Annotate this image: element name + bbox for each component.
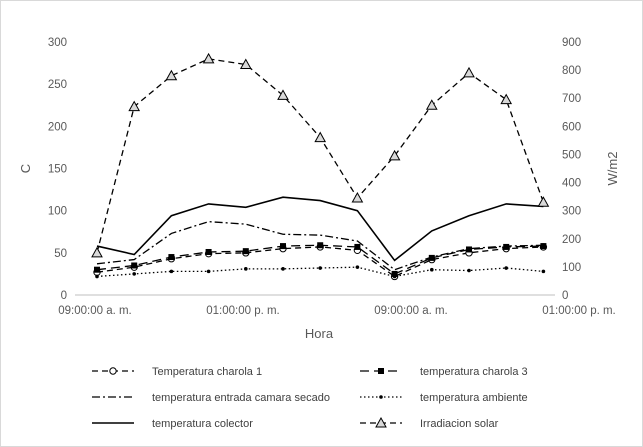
y-left-tick-label: 300 xyxy=(48,37,67,49)
data-point xyxy=(466,246,472,253)
legend-label: temperatura colector xyxy=(152,418,253,430)
data-point xyxy=(388,149,401,161)
y-right-tick-label: 0 xyxy=(562,290,568,302)
y-right-tick-label: 700 xyxy=(562,93,581,105)
data-point xyxy=(239,58,252,69)
data-point xyxy=(281,267,285,271)
data-point xyxy=(91,246,103,258)
y-right-tick-label: 200 xyxy=(562,234,581,246)
x-tick-label: 09:00:00 a. m. xyxy=(374,305,448,317)
data-point xyxy=(169,269,174,274)
axes: 0 50 100 150 200 250 300 0 100 200 300 400 500 600 700… xyxy=(18,37,620,341)
data-point xyxy=(500,93,513,105)
data-point xyxy=(205,248,212,255)
data-point xyxy=(95,274,99,279)
y-left-tick-label: 150 xyxy=(48,164,67,176)
data-point xyxy=(355,265,360,269)
legend-item: temperatura ambiente xyxy=(360,392,528,404)
legend-item: Irradiacion solar xyxy=(360,416,499,430)
data-point xyxy=(428,254,435,261)
data-point xyxy=(541,269,546,274)
legend-label: temperatura ambiente xyxy=(420,392,528,404)
series-temperatura-colector xyxy=(96,196,544,262)
legend-swatch-marker xyxy=(378,368,384,374)
data-point xyxy=(430,267,434,272)
series-temperatura-ambiente xyxy=(95,265,546,279)
y-right-tick-label: 500 xyxy=(562,149,581,161)
series-line xyxy=(96,196,544,262)
legend-item: temperatura colector xyxy=(92,418,253,430)
data-point xyxy=(425,99,438,110)
data-point xyxy=(202,52,215,64)
data-point xyxy=(128,100,141,112)
data-point xyxy=(131,262,138,269)
legend-swatch-marker xyxy=(379,395,383,399)
data-point xyxy=(463,66,475,78)
legend-label: Irradiacion solar xyxy=(420,418,499,430)
legend-item: Temperatura charola 1 xyxy=(92,366,262,378)
series-line xyxy=(96,246,544,278)
data-point xyxy=(314,131,327,143)
data-point xyxy=(318,266,323,270)
data-point xyxy=(467,268,471,273)
y-right-tick-label: 100 xyxy=(562,262,581,274)
y-left-tick-label: 200 xyxy=(48,121,67,133)
legend-swatch-marker xyxy=(109,367,117,375)
data-point xyxy=(244,267,248,271)
data-point xyxy=(537,196,550,207)
data-point xyxy=(540,243,547,250)
y-right-tick-label: 600 xyxy=(562,121,581,133)
data-point xyxy=(351,191,364,203)
data-point xyxy=(354,243,361,250)
plot-area xyxy=(91,52,550,281)
data-point xyxy=(391,270,398,277)
y-left-axis-title: C xyxy=(18,164,33,173)
data-point xyxy=(503,243,510,250)
y-right-tick-label: 800 xyxy=(562,65,581,77)
legend-swatch-marker xyxy=(375,416,387,428)
y-left-tick-label: 0 xyxy=(61,290,67,302)
series-temperatura-charola-3 xyxy=(94,242,547,277)
x-tick-label: 01:00:00 p. m. xyxy=(206,305,280,317)
legend-label: temperatura charola 3 xyxy=(420,366,528,378)
y-right-tick-label: 400 xyxy=(562,178,581,190)
data-point xyxy=(242,248,249,255)
y-right-tick-label: 900 xyxy=(562,37,581,49)
data-point xyxy=(280,243,286,250)
series-temperatura-entrada-camara-secado xyxy=(96,220,544,271)
legend-label: Temperatura charola 1 xyxy=(152,366,262,378)
data-point xyxy=(392,274,397,279)
data-point xyxy=(206,269,211,274)
y-left-tick-label: 50 xyxy=(54,248,67,260)
data-point xyxy=(165,69,178,81)
data-point xyxy=(132,272,136,276)
data-point xyxy=(317,242,324,249)
y-left-tick-label: 250 xyxy=(48,79,67,91)
y-left-tick-label: 100 xyxy=(48,206,67,218)
data-point xyxy=(504,266,509,270)
data-point xyxy=(168,254,175,261)
data-point xyxy=(94,266,100,273)
data-point xyxy=(277,89,289,100)
series-line xyxy=(96,220,544,271)
y-right-axis-title: W/m2 xyxy=(605,152,620,186)
legend-item: temperatura entrada camara secado xyxy=(92,392,330,404)
x-tick-label: 09:00:00 a. m. xyxy=(58,305,132,317)
x-tick-label: 01:00:00 p. m. xyxy=(542,305,616,317)
legend-item: temperatura charola 3 xyxy=(360,366,528,378)
y-right-tick-label: 300 xyxy=(562,206,581,218)
legend-label: temperatura entrada camara secado xyxy=(152,392,330,404)
x-axis-title: Hora xyxy=(305,326,334,341)
series-irradiacion-solar xyxy=(91,52,550,258)
legend: Temperatura charola 1 temperatura charola… xyxy=(92,366,528,430)
